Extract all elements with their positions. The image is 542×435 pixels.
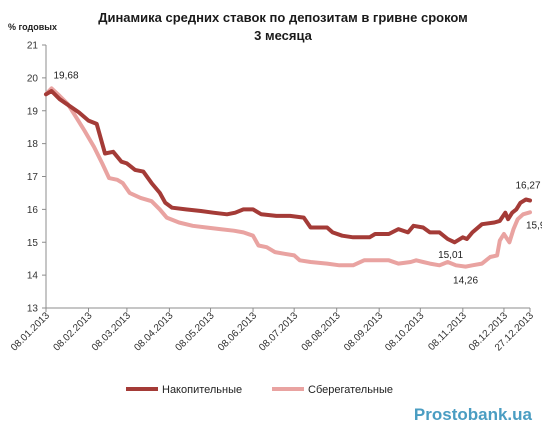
x-tick-label: 08.11.2013 xyxy=(426,310,469,353)
data-label: 16,27 xyxy=(515,180,540,191)
x-tick-label: 08.02.2013 xyxy=(51,310,94,353)
y-tick-label: 17 xyxy=(27,172,39,183)
y-tick-label: 13 xyxy=(27,304,39,315)
y-tick-label: 21 xyxy=(27,41,39,52)
legend-label-nakopitelnye: Накопительные xyxy=(162,384,242,396)
y-tick-label: 19 xyxy=(27,106,39,117)
data-label: 15,91 xyxy=(526,220,542,231)
annotation-layer: 19,68 16,27 15,91 15,01 14,26 xyxy=(53,70,542,286)
x-tick-label: 08.10.2013 xyxy=(383,310,426,353)
watermark-text: Prostobank.ua xyxy=(414,405,533,424)
data-label: 15,01 xyxy=(438,250,463,261)
x-tick-label: 08.05.2013 xyxy=(173,310,216,353)
chart-title-line2: 3 месяца xyxy=(254,28,312,43)
y-tick-label: 16 xyxy=(27,205,39,216)
chart-title-line1: Динамика средних ставок по депозитам в г… xyxy=(98,10,468,25)
x-tick-label: 08.07.2013 xyxy=(257,310,300,353)
x-tick-label: 08.01.2013 xyxy=(9,310,52,353)
x-tick-label: 08.04.2013 xyxy=(132,310,175,353)
x-tick-label: 08.08.2013 xyxy=(300,310,343,353)
x-tick-label: 08.09.2013 xyxy=(342,310,385,353)
data-label: 19,68 xyxy=(53,70,78,81)
series-layer xyxy=(44,86,532,269)
legend-label-sberegatelnye: Сберегательные xyxy=(308,384,393,396)
x-tick-label: 08.03.2013 xyxy=(90,310,133,353)
data-label: 14,26 xyxy=(453,276,478,287)
y-axis: 13 14 15 16 17 18 19 20 21 xyxy=(27,41,47,315)
series-line-nakopitelnye xyxy=(44,89,532,245)
y-axis-label: % годовых xyxy=(8,22,57,32)
series-line-sberegatelnye xyxy=(44,86,532,269)
y-tick-label: 15 xyxy=(27,238,39,249)
x-tick-label: 08.06.2013 xyxy=(216,310,259,353)
legend: Накопительные Сберегательные xyxy=(126,384,393,396)
y-tick-label: 14 xyxy=(27,271,39,282)
y-tick-label: 18 xyxy=(27,139,39,150)
y-tick-label: 20 xyxy=(27,73,39,84)
